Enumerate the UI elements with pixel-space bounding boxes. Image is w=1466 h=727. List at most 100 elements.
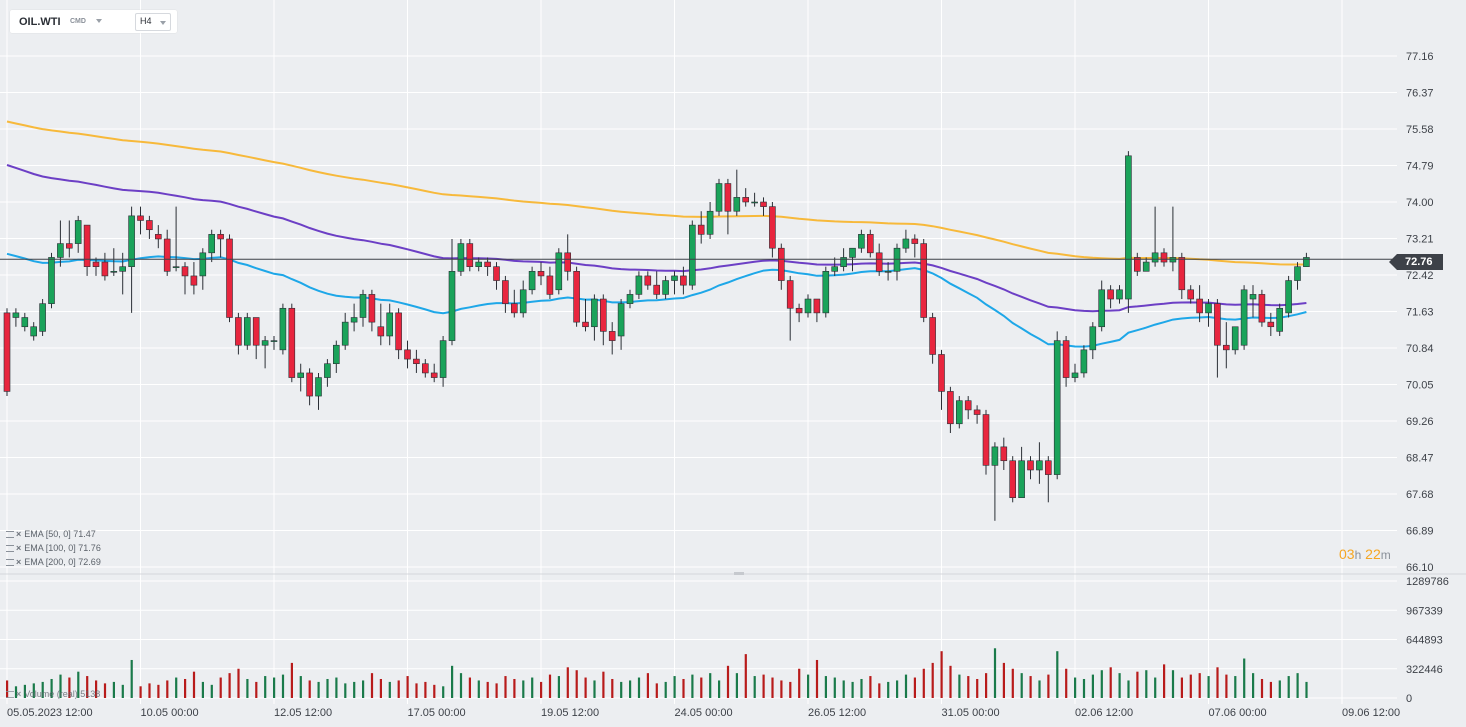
volume-bar xyxy=(896,680,899,698)
settings-icon[interactable] xyxy=(6,531,14,539)
pane-resize-handle[interactable] xyxy=(734,572,744,575)
countdown-hours-unit: h xyxy=(1354,548,1362,562)
candle xyxy=(653,271,661,300)
candle xyxy=(1267,312,1275,336)
volume-bar xyxy=(1163,664,1166,698)
volume-bar xyxy=(201,681,204,698)
candle xyxy=(1036,442,1043,484)
volume-bar xyxy=(228,673,231,698)
candle xyxy=(235,312,242,355)
volume-bar xyxy=(798,668,801,698)
candle xyxy=(920,238,928,323)
timeframe-select[interactable]: H4 xyxy=(135,13,171,31)
candle xyxy=(21,312,29,332)
candle xyxy=(715,178,723,216)
volume-bar xyxy=(860,678,863,698)
volume-bar xyxy=(1243,658,1246,698)
volume-bar xyxy=(1047,674,1050,698)
price-tick-label: 73.21 xyxy=(1406,234,1434,246)
volume-bar xyxy=(985,673,988,698)
candle xyxy=(74,215,82,253)
candle xyxy=(831,257,839,276)
volume-bar xyxy=(940,651,943,698)
volume-bar xyxy=(424,681,427,698)
volume-bar xyxy=(700,677,703,698)
volume-bar xyxy=(1145,670,1148,698)
volume-bar xyxy=(86,676,89,698)
volume-bar xyxy=(23,684,26,698)
candle xyxy=(288,303,296,383)
candle xyxy=(199,248,207,290)
volume-bar xyxy=(646,673,649,698)
legend-ema-50[interactable]: × EMA [50, 0] 71.47 xyxy=(6,529,96,539)
candle xyxy=(1276,303,1283,336)
candle xyxy=(1062,335,1070,387)
time-axis[interactable]: 05.05.2023 12:00 10.05 00:00 12.05 12:00 17… xyxy=(7,707,1400,719)
candle xyxy=(902,229,910,253)
legend-ema-50-label: EMA [50, 0] 71.47 xyxy=(24,529,96,539)
close-icon[interactable]: × xyxy=(16,529,22,539)
volume-bar xyxy=(397,680,400,698)
close-icon[interactable]: × xyxy=(16,557,22,567)
volume-bar xyxy=(157,684,160,698)
volume-bar xyxy=(611,678,614,698)
price-axis[interactable]: 77.16 76.37 75.58 74.79 74.00 73.21 72.42 71.63… xyxy=(1406,51,1434,574)
volume-bar xyxy=(958,674,961,698)
close-icon[interactable]: × xyxy=(16,689,22,699)
candle xyxy=(697,211,705,244)
candle xyxy=(947,386,954,434)
volume-bar xyxy=(237,668,240,698)
settings-icon[interactable] xyxy=(6,691,14,699)
candle xyxy=(1018,446,1025,498)
countdown-minutes: 22 xyxy=(1365,546,1381,562)
candle xyxy=(964,396,972,420)
time-tick-label: 09.06 12:00 xyxy=(1342,707,1400,719)
candle xyxy=(341,312,349,350)
volume-bar xyxy=(1154,677,1157,698)
volume-bar xyxy=(629,680,632,698)
time-tick-label: 07.06 00:00 xyxy=(1209,707,1267,719)
legend-ema-100[interactable]: × EMA [100, 0] 71.76 xyxy=(6,543,101,553)
volume-bar xyxy=(166,680,169,698)
candle xyxy=(1125,151,1132,313)
settings-icon[interactable] xyxy=(6,559,14,567)
instrument-symbol[interactable]: OIL.WTI xyxy=(19,16,61,28)
volume-bar xyxy=(878,683,881,698)
asset-class-label[interactable]: CMD xyxy=(70,18,86,25)
candle xyxy=(146,215,153,239)
price-tick-label: 76.37 xyxy=(1406,88,1434,100)
volume-bar xyxy=(406,676,409,698)
candle xyxy=(110,248,118,276)
close-icon[interactable]: × xyxy=(16,543,22,553)
candle xyxy=(386,303,394,346)
volume-bar xyxy=(593,680,596,698)
volume-bar xyxy=(1136,671,1139,698)
candle xyxy=(244,312,251,350)
volume-bar xyxy=(575,670,578,698)
volume-bar xyxy=(326,678,329,698)
timeframe-value: H4 xyxy=(140,16,152,26)
volume-bar xyxy=(976,678,979,698)
settings-icon[interactable] xyxy=(6,545,14,553)
legend-ema-200[interactable]: × EMA [200, 0] 72.69 xyxy=(6,557,101,567)
volume-bar xyxy=(513,678,516,698)
price-tick-label: 72.42 xyxy=(1406,270,1434,282)
volume-bar xyxy=(1118,673,1121,698)
candle xyxy=(377,303,385,346)
volume-bar xyxy=(415,683,418,698)
volume-bar xyxy=(1225,674,1228,698)
candle xyxy=(39,299,46,336)
volume-bar xyxy=(922,668,925,698)
volume-bar xyxy=(1091,674,1094,698)
volume-bar xyxy=(682,678,685,698)
chevron-down-icon[interactable] xyxy=(96,19,102,23)
chevron-down-icon xyxy=(160,21,166,25)
volume-bar xyxy=(1171,670,1175,698)
volume-bar xyxy=(299,676,302,698)
legend-volume[interactable]: × Volume (real) 5138 xyxy=(6,689,100,699)
candle xyxy=(101,252,109,281)
candle xyxy=(1080,345,1088,378)
volume-bar xyxy=(486,681,489,698)
volume-bar xyxy=(949,665,952,698)
